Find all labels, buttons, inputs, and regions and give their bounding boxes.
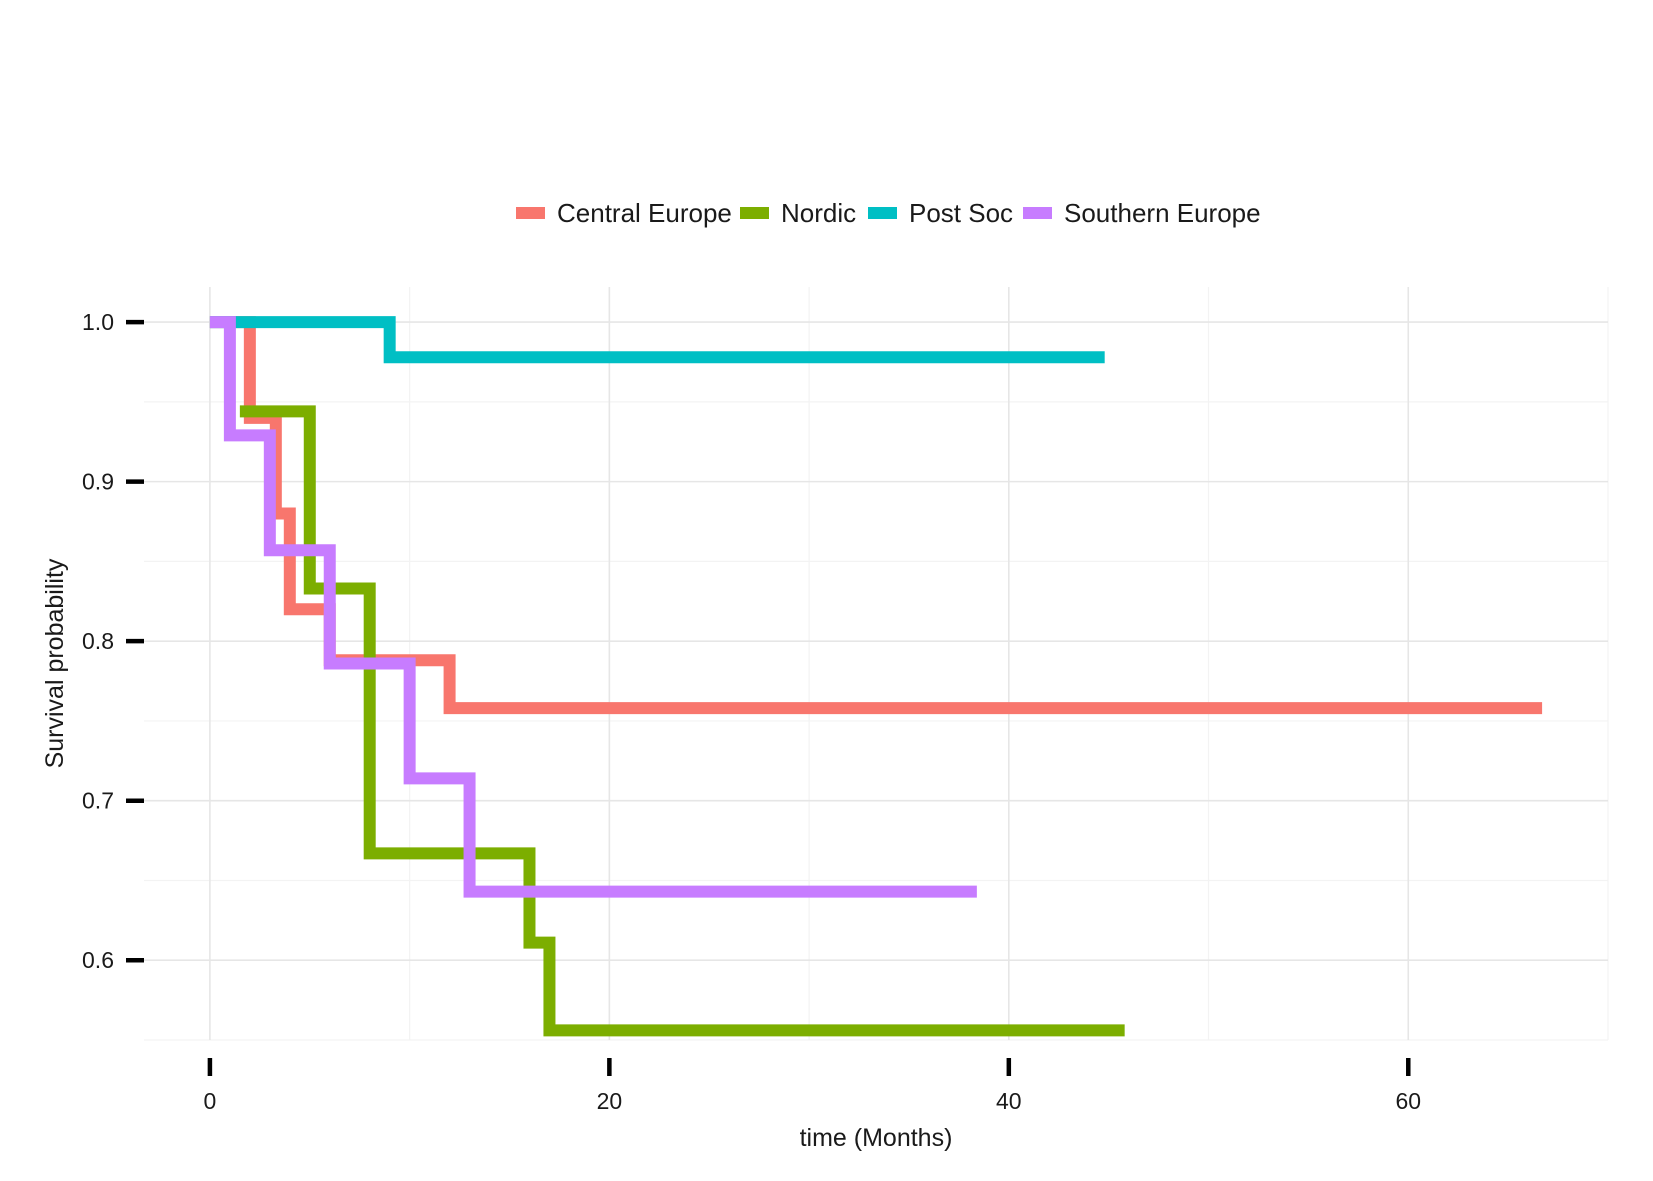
series-layer <box>209 316 1543 1037</box>
series-line-post-soc <box>209 316 1105 364</box>
series-line-southern-europe <box>209 316 977 898</box>
x-tick-label: 20 <box>597 1088 623 1114</box>
axis-layer: 0 20 40 60 0.6 0.7 0.8 0.9 1.0 <box>82 309 1421 1114</box>
legend-item-nordic: Nordic <box>740 198 856 228</box>
grid-layer <box>144 287 1609 1041</box>
legend-label-central-europe: Central Europe <box>557 198 732 228</box>
y-tick-label: 0.7 <box>82 788 114 814</box>
legend-item-southern-europe: Southern Europe <box>1023 198 1261 228</box>
legend-label-nordic: Nordic <box>781 198 856 228</box>
legend-label-post-soc: Post Soc <box>909 198 1013 228</box>
legend-label-southern-europe: Southern Europe <box>1064 198 1261 228</box>
y-tick-label: 0.9 <box>82 469 114 495</box>
x-tick-label: 60 <box>1395 1088 1421 1114</box>
y-tick-label: 0.6 <box>82 947 114 973</box>
y-tick-label: 0.8 <box>82 628 114 654</box>
legend-item-post-soc: Post Soc <box>868 198 1013 228</box>
y-tick-label: 1.0 <box>82 309 114 335</box>
series-line-nordic <box>239 405 1125 1037</box>
legend: Central Europe Nordic Post Soc Southern Eur… <box>516 198 1261 228</box>
legend-item-central-europe: Central Europe <box>516 198 732 228</box>
x-axis-title: time (Months) <box>800 1124 953 1152</box>
y-axis-title: Survival probability <box>41 558 69 768</box>
x-tick-label: 40 <box>996 1088 1022 1114</box>
series-line-central-europe <box>209 316 1543 715</box>
x-tick-label: 0 <box>204 1088 217 1114</box>
